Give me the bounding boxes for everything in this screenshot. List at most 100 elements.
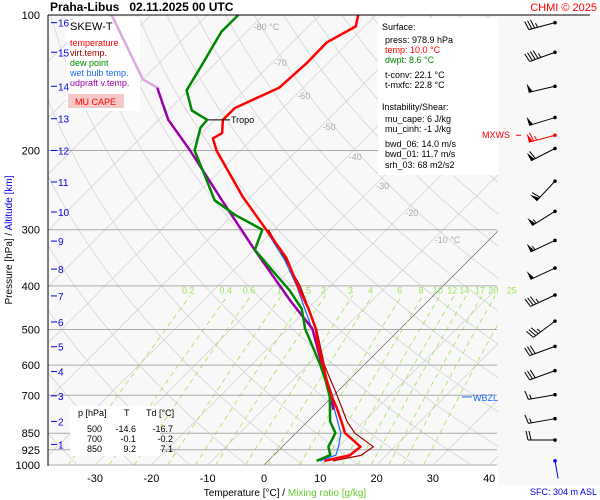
- wind-barb: [524, 390, 557, 400]
- surface-box: [378, 18, 498, 175]
- isotherm: [48, 15, 264, 232]
- barb-half-feather: [536, 328, 541, 333]
- temperature-tick-label: -30: [87, 473, 103, 485]
- pressure-tick-label: 100: [22, 10, 40, 22]
- barb-half-feather: [532, 219, 537, 224]
- max-wind-barb: [526, 132, 557, 143]
- mixing-ratio-label: 20: [488, 285, 498, 295]
- barb-staff: [528, 418, 556, 424]
- dry-adiabat: [254, 15, 498, 279]
- wind-barb: [526, 238, 557, 253]
- y-axis-title: Pressure [hPa] / Altitude [km]: [4, 175, 15, 304]
- altitude-tick-label: 14: [58, 82, 70, 93]
- barb-half-feather: [531, 245, 536, 251]
- barb-pennant: [527, 217, 536, 226]
- mixing-ratio-label: 12: [447, 285, 457, 295]
- mu-cape-swatch: [68, 94, 124, 108]
- grid-lines: [48, 15, 498, 465]
- wind-barb: [526, 83, 557, 93]
- temperature-tick-label: 40: [483, 473, 495, 485]
- mixing-ratio-label: 4: [368, 285, 373, 295]
- altitude-tick-label: 16: [58, 19, 70, 30]
- profile-series: [110, 15, 374, 463]
- dry-adiabat: [166, 15, 498, 379]
- barb-station-dot: [553, 115, 557, 120]
- mixing-ratio-label: 14: [459, 285, 469, 295]
- wind-barb: [524, 368, 557, 381]
- isotherm-label: -80 °C: [254, 22, 280, 32]
- mixing-ratio-label: 8: [419, 285, 424, 295]
- series-temperature: [211, 15, 362, 463]
- pressure-tick-label: 1000: [16, 460, 40, 472]
- tropopause-label: Tropo: [231, 115, 254, 125]
- pressure-tick-label: 700: [22, 390, 40, 402]
- mixing-ratio-line: [167, 295, 282, 465]
- mixing-ratio-line: [402, 295, 496, 465]
- legend-virt-temp: virt.temp.: [70, 48, 107, 58]
- barb-full-feather: [524, 371, 531, 381]
- altitude-tick-label: 1: [58, 440, 64, 451]
- isotherm: [376, 343, 498, 465]
- barb-full-feather: [529, 151, 536, 159]
- series-updraft-upper: [110, 15, 158, 89]
- x-axis-label-temperature: Temperature [°C]: [204, 488, 280, 499]
- mu-cape: mu_cape: 6 J/kg: [385, 114, 451, 124]
- mixing-ratio-line: [215, 295, 326, 465]
- altitude-tick-label: 6: [58, 318, 64, 329]
- barb-full-feather: [530, 19, 536, 29]
- surface-dwpt: dwpt: 8.6 °C: [385, 55, 435, 65]
- surface-wind-marker: [553, 459, 559, 479]
- barb-staff: [530, 267, 556, 280]
- surface-press: press: 978.9 hPa: [385, 35, 453, 45]
- isotherm: [151, 117, 498, 465]
- x-axis-label-mixing-ratio: Mixing ratio [g/kg]: [288, 488, 367, 499]
- barb-staff: [529, 51, 556, 62]
- dry-adiabat: [283, 15, 498, 247]
- mixing-ratio-line: [108, 295, 229, 465]
- temperature-tick-label: -20: [143, 473, 159, 485]
- isotherm-label: -50: [323, 122, 336, 132]
- barb-full-feather: [524, 21, 530, 30]
- altitude-tick-label: 4: [58, 368, 64, 379]
- isotherm-label: -20: [405, 208, 418, 218]
- wind-barb: [524, 344, 557, 357]
- isotherm: [48, 15, 321, 288]
- pressure-tick-label: 925: [22, 445, 40, 457]
- barb-pennant: [526, 116, 534, 126]
- wind-barb: [524, 19, 557, 31]
- table-header-p: p [hPa]: [78, 408, 107, 418]
- mu-cape-label: MU CAPE: [75, 97, 116, 107]
- srh-03: srh_03: 68 m2/s2: [385, 160, 455, 170]
- temperature-tick-label: 30: [427, 473, 439, 485]
- table-header-t: T: [124, 408, 130, 418]
- mu-cinh: mu_cinh: -1 J/kg: [385, 124, 451, 134]
- bwd-01: bwd_01: 11.7 m/s: [385, 149, 456, 159]
- barb-staff: [529, 117, 556, 126]
- mixing-ratio-line: [357, 295, 455, 465]
- dry-adiabat: [312, 15, 498, 215]
- temperature-tick-label: 10: [314, 473, 326, 485]
- altitude-tick-label: 8: [58, 265, 64, 276]
- barb-pennant: [530, 194, 540, 201]
- table-cell: 9.2: [123, 444, 136, 454]
- barb-staff: [530, 294, 556, 307]
- surface-heading: Surface:: [382, 22, 416, 32]
- mixing-ratio-label: 3: [348, 285, 353, 295]
- mxws-label: MXWS: [482, 130, 510, 140]
- y-axis-label-altitude: Altitude [km]: [4, 175, 15, 230]
- wind-barb: [524, 50, 557, 62]
- barb-pennant: [526, 243, 535, 252]
- isotherm-label: -10 °C: [435, 235, 461, 245]
- table-cell: 500: [87, 424, 102, 434]
- barb-half-feather: [538, 53, 542, 58]
- isotherm-labels: -80 °C -70 -60 -50 -40 -30 -20 -10 °C: [254, 22, 461, 245]
- barb-full-feather: [528, 430, 532, 441]
- barb-pennant: [526, 83, 533, 93]
- barb-column-background: [498, 15, 600, 485]
- mixing-ratio-line: [194, 295, 308, 465]
- mixing-ratio-label: 1: [277, 285, 282, 295]
- mixing-ratio-label: 6: [397, 285, 402, 295]
- surface-tmxfc: t-mxfc: 22.8 °C: [385, 80, 445, 90]
- mixing-ratio-label: 0.6: [243, 285, 256, 295]
